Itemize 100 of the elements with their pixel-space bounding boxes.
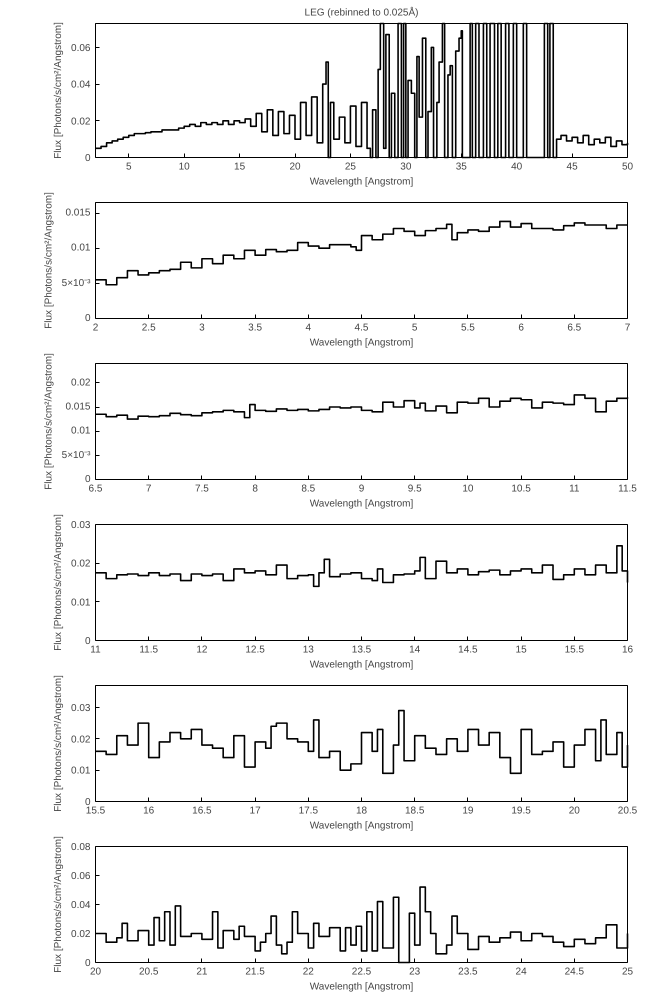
y-tick-label: 0	[84, 474, 91, 485]
x-tick-label: 11.5	[139, 644, 158, 656]
y-tick-label: 0.015	[65, 208, 91, 219]
x-tick-label: 21	[196, 966, 208, 978]
y-tick-label: 5×10⁻³	[62, 450, 92, 461]
x-tick-label: 12	[196, 644, 208, 656]
x-tick-label: 2	[92, 322, 99, 334]
x-tick-label: 6.5	[567, 322, 582, 334]
x-tick-label: 16	[143, 806, 155, 816]
x-tick-label: 40	[511, 162, 523, 172]
x-tick-label: 6.5	[88, 484, 103, 494]
y-tick-label: 0.01	[71, 242, 91, 254]
y-tick-label: 0.02	[71, 116, 91, 128]
x-axis-title: Wavelength [Angstrom]	[310, 660, 414, 670]
x-tick-label: 20.5	[138, 966, 159, 978]
x-tick-label: 5	[126, 162, 132, 172]
x-tick-label: 19	[462, 806, 474, 816]
x-axis-title: Wavelength [Angstrom]	[310, 176, 414, 188]
y-axis-title: Flux [Photons/s/cm²/Angstrom]	[53, 836, 64, 973]
x-tick-label: 15	[516, 644, 528, 656]
x-tick-label: 25	[344, 162, 356, 172]
x-tick-label: 2.5	[142, 322, 156, 334]
x-tick-label: 11	[569, 484, 580, 494]
y-axis-title: Flux [Photons/s/cm²/Angstrom]	[44, 192, 55, 329]
y-tick-label: 0.02	[71, 929, 91, 940]
x-tick-label: 3	[199, 322, 206, 334]
x-tick-label: 5	[412, 322, 418, 334]
x-axis-title: Wavelength [Angstrom]	[310, 338, 414, 348]
x-tick-label: 18	[356, 806, 368, 816]
y-axis-title: Flux [Photons/s/cm²/Angstrom]	[53, 514, 64, 651]
x-tick-label: 23	[409, 966, 421, 978]
x-tick-label: 50	[622, 162, 634, 172]
x-axis-title: Wavelength [Angstrom]	[310, 498, 414, 510]
x-axis-title: Wavelength [Angstrom]	[310, 982, 414, 992]
x-tick-label: 20	[90, 966, 102, 978]
y-axis-title: Flux [Photons/s/cm²/Angstrom]	[53, 22, 64, 159]
x-tick-label: 4.5	[354, 322, 369, 334]
y-tick-label: 5×10⁻³	[62, 278, 92, 289]
y-tick-label: 0	[84, 153, 91, 164]
y-tick-label: 0.015	[65, 402, 91, 412]
x-tick-label: 10	[178, 162, 190, 172]
y-tick-label: 0.02	[71, 558, 91, 570]
y-tick-label: 0	[84, 313, 91, 324]
x-tick-label: 12.5	[245, 644, 266, 656]
x-tick-label: 13	[302, 644, 314, 656]
x-tick-label: 19.5	[511, 806, 532, 816]
x-tick-label: 7	[624, 322, 631, 334]
x-tick-label: 13.5	[352, 644, 372, 656]
y-tick-label: 0.01	[71, 766, 91, 777]
x-tick-label: 22.5	[352, 966, 372, 978]
x-tick-label: 18.5	[404, 806, 425, 816]
y-tick-label: 0.01	[71, 597, 91, 608]
x-tick-label: 30	[400, 162, 412, 172]
x-tick-label: 6	[518, 322, 524, 334]
y-tick-label: 0.02	[71, 734, 91, 746]
x-tick-label: 17.5	[298, 806, 318, 816]
y-tick-label: 0.04	[71, 80, 91, 91]
x-tick-label: 7	[146, 484, 152, 494]
y-tick-label: 0.08	[71, 842, 91, 853]
x-tick-label: 20	[289, 162, 301, 172]
x-tick-label: 8	[252, 484, 258, 494]
x-tick-label: 9	[358, 484, 365, 494]
y-tick-label: 0	[84, 958, 91, 969]
y-axis-title: Flux [Photons/s/cm²/Angstrom]	[53, 674, 64, 812]
x-axis-title: Wavelength [Angstrom]	[310, 820, 414, 832]
y-axis-title: Flux [Photons/s/cm²/Angstrom]	[44, 352, 55, 490]
x-tick-label: 4	[306, 322, 312, 334]
y-tick-label: 0.03	[71, 702, 91, 714]
y-tick-label: 0.06	[71, 871, 91, 882]
x-tick-label: 15.5	[86, 806, 106, 816]
x-tick-label: 16	[622, 644, 634, 656]
x-tick-label: 24	[516, 966, 528, 978]
x-tick-label: 20	[568, 806, 580, 816]
x-tick-label: 14.5	[458, 644, 478, 656]
y-tick-label: 0.03	[71, 520, 91, 531]
x-tick-label: 17	[250, 806, 262, 816]
x-tick-label: 21.5	[245, 966, 266, 978]
chart-title: LEG (rebinned to 0.025Å)	[304, 6, 418, 18]
x-tick-label: 9.5	[408, 484, 422, 494]
y-tick-label: 0.01	[71, 426, 91, 437]
x-tick-label: 35	[456, 162, 468, 172]
x-tick-label: 45	[566, 162, 578, 172]
x-tick-label: 3.5	[248, 322, 262, 334]
x-tick-label: 22	[302, 966, 314, 978]
x-tick-label: 11.5	[618, 484, 638, 494]
x-tick-label: 20.5	[618, 806, 638, 816]
x-tick-label: 15	[234, 162, 246, 172]
y-tick-label: 0.04	[71, 900, 91, 911]
x-tick-label: 10	[462, 484, 474, 494]
x-tick-label: 16.5	[192, 806, 212, 816]
x-tick-label: 7.5	[194, 484, 210, 494]
x-tick-label: 8.5	[301, 484, 316, 494]
x-tick-label: 14	[409, 644, 421, 656]
y-tick-label: 0	[84, 797, 91, 808]
x-tick-label: 25	[622, 966, 634, 978]
y-tick-label: 0.02	[71, 377, 91, 388]
x-tick-label: 5.5	[460, 322, 476, 334]
y-tick-label: 0.06	[71, 42, 91, 54]
x-tick-label: 24.5	[564, 966, 584, 978]
x-tick-label: 23.5	[458, 966, 478, 978]
